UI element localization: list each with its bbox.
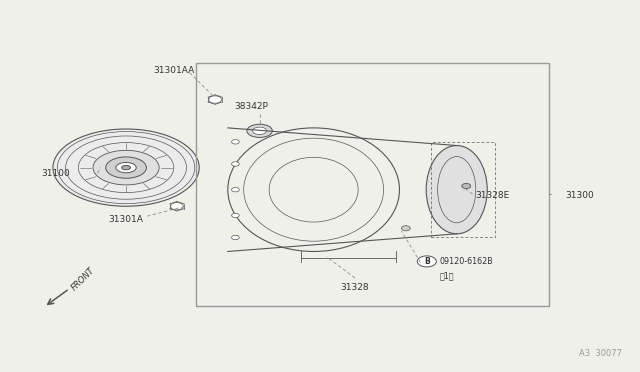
- Ellipse shape: [232, 187, 239, 192]
- Text: 31301A: 31301A: [109, 215, 143, 224]
- Text: （1）: （1）: [440, 271, 454, 280]
- Ellipse shape: [253, 127, 267, 135]
- Ellipse shape: [122, 166, 131, 170]
- Ellipse shape: [116, 163, 136, 173]
- Text: FRONT: FRONT: [70, 266, 97, 292]
- Text: 09120-6162B: 09120-6162B: [440, 257, 493, 266]
- Text: A3  30077: A3 30077: [579, 349, 622, 358]
- Text: 31328: 31328: [340, 283, 369, 292]
- Text: 31100: 31100: [42, 169, 70, 177]
- Ellipse shape: [401, 226, 410, 231]
- Ellipse shape: [462, 183, 470, 189]
- Text: 31328E: 31328E: [476, 191, 510, 200]
- Bar: [196, 63, 549, 305]
- Ellipse shape: [247, 124, 272, 137]
- Ellipse shape: [209, 96, 221, 103]
- Circle shape: [417, 256, 436, 267]
- Ellipse shape: [232, 162, 239, 166]
- Ellipse shape: [106, 157, 147, 178]
- Text: 31301AA: 31301AA: [153, 65, 195, 75]
- Ellipse shape: [232, 140, 239, 144]
- Ellipse shape: [232, 213, 239, 218]
- Ellipse shape: [53, 129, 199, 206]
- Ellipse shape: [232, 235, 239, 240]
- Ellipse shape: [426, 145, 487, 234]
- Text: B: B: [424, 257, 429, 266]
- Ellipse shape: [93, 150, 159, 185]
- Text: 38342P: 38342P: [234, 102, 268, 112]
- Ellipse shape: [171, 202, 183, 210]
- Text: 31300: 31300: [564, 191, 593, 200]
